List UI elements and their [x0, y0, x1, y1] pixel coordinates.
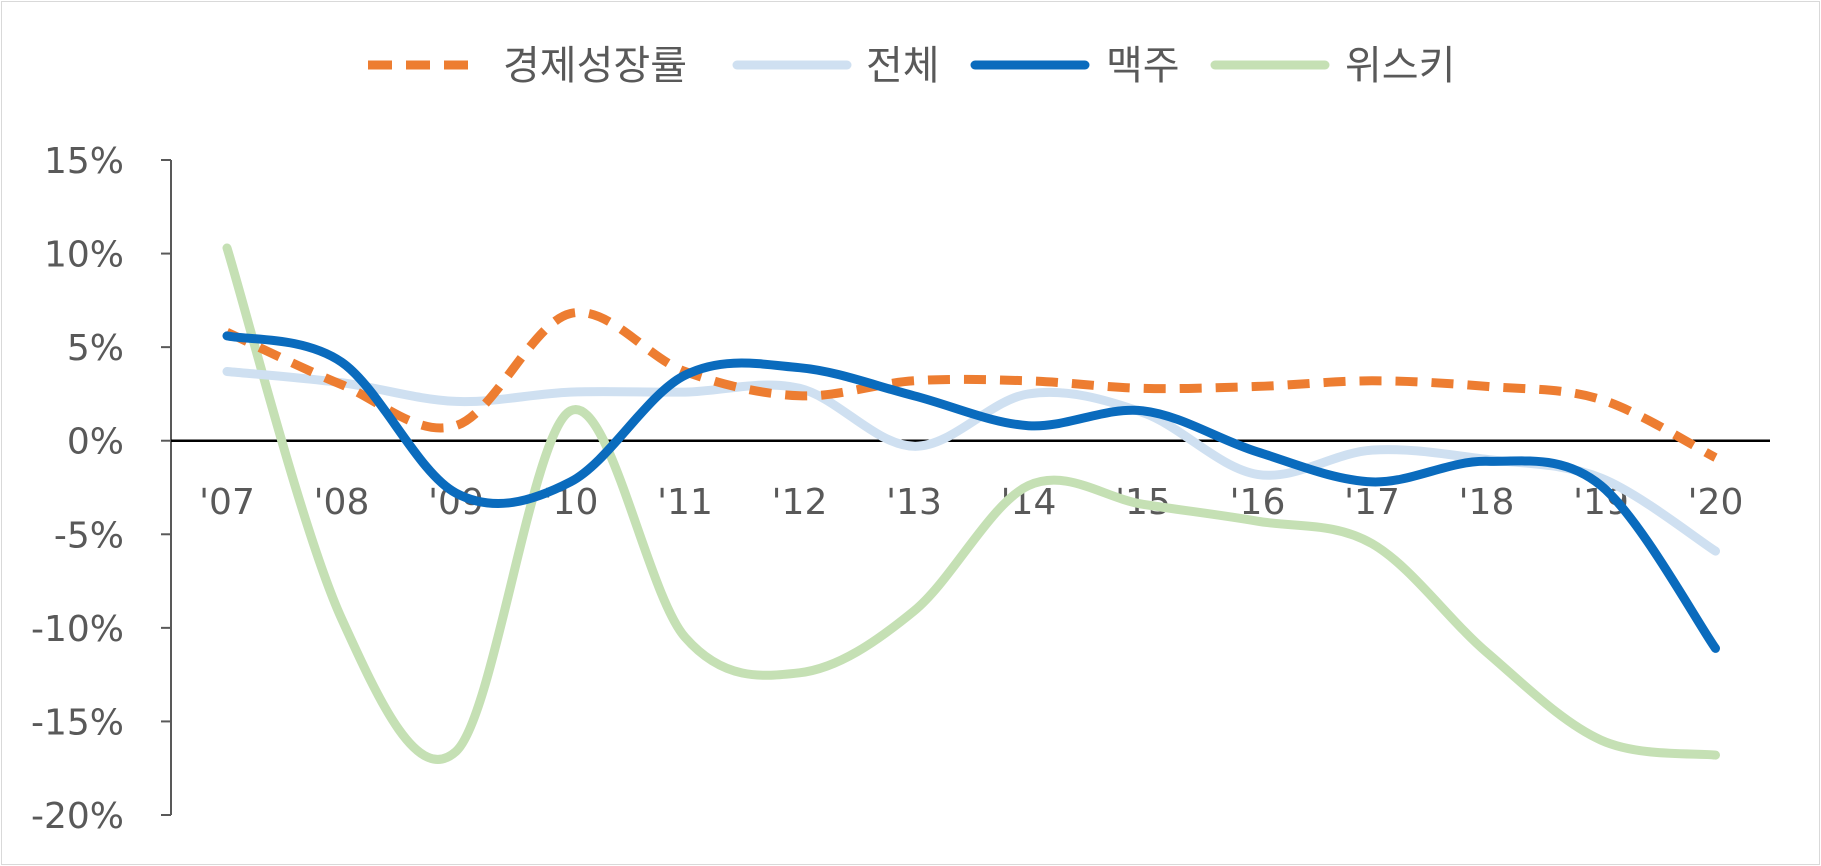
- legend-label: 전체: [866, 43, 940, 89]
- x-tick-label: '08: [314, 482, 370, 523]
- x-tick-label: '07: [199, 482, 255, 523]
- y-tick-label: 0%: [67, 422, 124, 463]
- y-tick-label: -5%: [54, 515, 124, 556]
- x-tick-label: '11: [657, 482, 713, 523]
- y-tick-label: 5%: [67, 328, 124, 369]
- x-tick-label: '17: [1344, 482, 1400, 523]
- legend-label: 경제성장률: [503, 43, 687, 89]
- series-line-3: [222, 243, 1720, 764]
- y-tick-label: -20%: [31, 796, 124, 837]
- x-tick-label: '18: [1459, 482, 1515, 523]
- series-line-0: [225, 307, 1718, 462]
- legend: 경제성장률 전체 맥주 위스키: [368, 43, 1455, 89]
- x-tick-label: '12: [772, 482, 828, 523]
- legend-label: 맥주: [1106, 43, 1180, 89]
- x-axis: '07'08'09'10'11'12'13'14'15'16'17'18'19 '…: [171, 439, 1770, 523]
- legend-label: 위스키: [1345, 43, 1455, 89]
- y-tick-label: 10%: [44, 235, 124, 276]
- series-lines: [222, 243, 1720, 764]
- series-line-2: [222, 331, 1720, 653]
- x-tick-label: '13: [886, 482, 942, 523]
- y-tick-label: -10%: [31, 609, 124, 650]
- y-tick-label: 15%: [44, 141, 124, 182]
- y-tick-label: -15%: [31, 702, 124, 743]
- x-tick-label: '20: [1688, 482, 1744, 523]
- y-axis: 15% 10% 5% 0% -5% -10% -15% -20%: [31, 141, 172, 837]
